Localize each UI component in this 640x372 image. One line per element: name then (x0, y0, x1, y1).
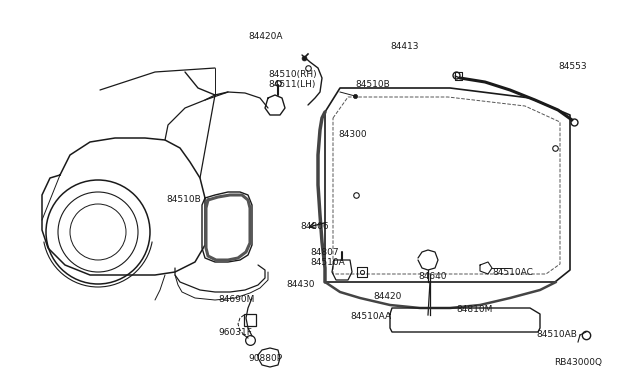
Text: 84510AA: 84510AA (350, 312, 391, 321)
Text: 84413: 84413 (390, 42, 419, 51)
Text: 84510A: 84510A (310, 258, 345, 267)
Text: 84510AB: 84510AB (536, 330, 577, 339)
Text: 84806: 84806 (300, 222, 328, 231)
Text: 84810M: 84810M (456, 305, 492, 314)
Text: 96031F: 96031F (218, 328, 252, 337)
Text: 90880P: 90880P (248, 354, 282, 363)
Text: 84807: 84807 (310, 248, 339, 257)
Text: 84510AC: 84510AC (492, 268, 533, 277)
Text: 84420: 84420 (373, 292, 401, 301)
Text: RB43000Q: RB43000Q (554, 358, 602, 367)
Text: 84300: 84300 (338, 130, 367, 139)
Text: 84510(RH): 84510(RH) (268, 70, 317, 79)
Text: 84640: 84640 (418, 272, 447, 281)
Text: 84430: 84430 (286, 280, 314, 289)
Text: 84510B: 84510B (355, 80, 390, 89)
Text: 84553: 84553 (558, 62, 587, 71)
Text: 84420A: 84420A (248, 32, 282, 41)
Text: 84510B: 84510B (166, 195, 201, 204)
Text: 84511(LH): 84511(LH) (268, 80, 316, 89)
Text: 84690M: 84690M (218, 295, 254, 304)
